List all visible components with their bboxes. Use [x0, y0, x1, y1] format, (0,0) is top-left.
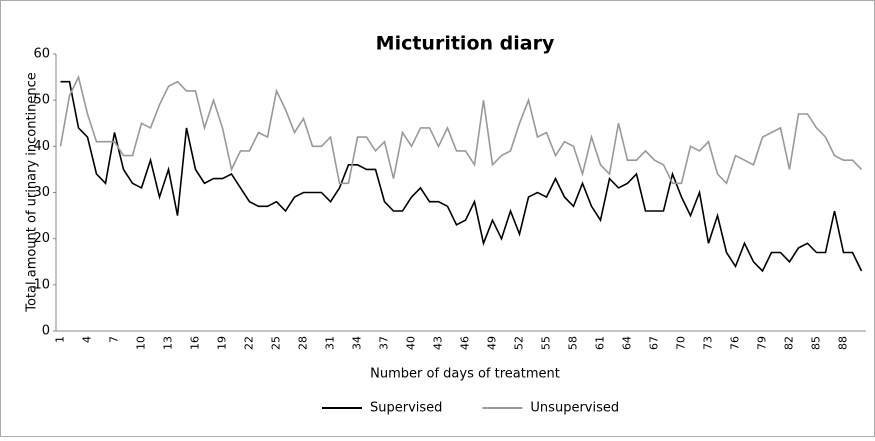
- x-tick-label: 55: [540, 336, 553, 350]
- x-tick-label: 73: [702, 336, 715, 350]
- series-line: [60, 80, 863, 273]
- x-tick-label: 85: [810, 336, 823, 350]
- x-tick-label: 76: [729, 336, 742, 350]
- x-tick-label: 28: [297, 336, 310, 350]
- y-tick-label: 20: [33, 231, 50, 246]
- x-tick-label: 13: [162, 336, 175, 350]
- x-tick-label: 43: [432, 336, 445, 350]
- y-tick-label: 0: [42, 324, 50, 339]
- x-tick-label: 1: [54, 336, 67, 343]
- x-tick-label: 79: [756, 336, 769, 350]
- x-tick-label: 88: [837, 336, 850, 350]
- x-tick-label: 67: [648, 336, 661, 350]
- y-tick-label: 40: [33, 139, 50, 154]
- x-tick-label: 40: [405, 336, 418, 350]
- x-tick-label: 10: [135, 336, 148, 350]
- x-tick-label: 37: [378, 336, 391, 350]
- legend-label: Supervised: [370, 401, 442, 416]
- legend-label: Unsupervised: [530, 401, 619, 416]
- x-tick-label: 25: [270, 336, 283, 350]
- x-tick-label: 52: [513, 336, 526, 350]
- x-tick-label: 31: [324, 336, 337, 350]
- x-tick-label: 58: [567, 336, 580, 350]
- y-axis-label: Total amount of urinary incontinence: [25, 72, 40, 313]
- series-line: [59, 74, 863, 185]
- x-tick-label: 70: [675, 336, 688, 350]
- x-tick-label: 22: [243, 336, 256, 350]
- x-tick-label: 49: [486, 336, 499, 350]
- y-tick-label: 60: [33, 47, 50, 62]
- y-tick-label: 50: [33, 93, 50, 108]
- x-tick-label: 46: [459, 336, 472, 350]
- y-tick-label: 10: [33, 277, 50, 292]
- x-tick-label: 19: [216, 336, 229, 350]
- x-tick-label: 61: [594, 336, 607, 350]
- x-tick-label: 4: [81, 336, 94, 343]
- x-tick-label: 16: [189, 336, 202, 350]
- x-tick-label: 64: [621, 336, 634, 350]
- y-tick-label: 30: [33, 185, 50, 200]
- chart-title: Micturition diary: [376, 33, 555, 55]
- x-tick-label: 7: [108, 336, 121, 343]
- x-axis-label: Number of days of treatment: [370, 367, 560, 382]
- x-tick-label: 82: [783, 336, 796, 350]
- x-tick-label: 34: [351, 336, 364, 350]
